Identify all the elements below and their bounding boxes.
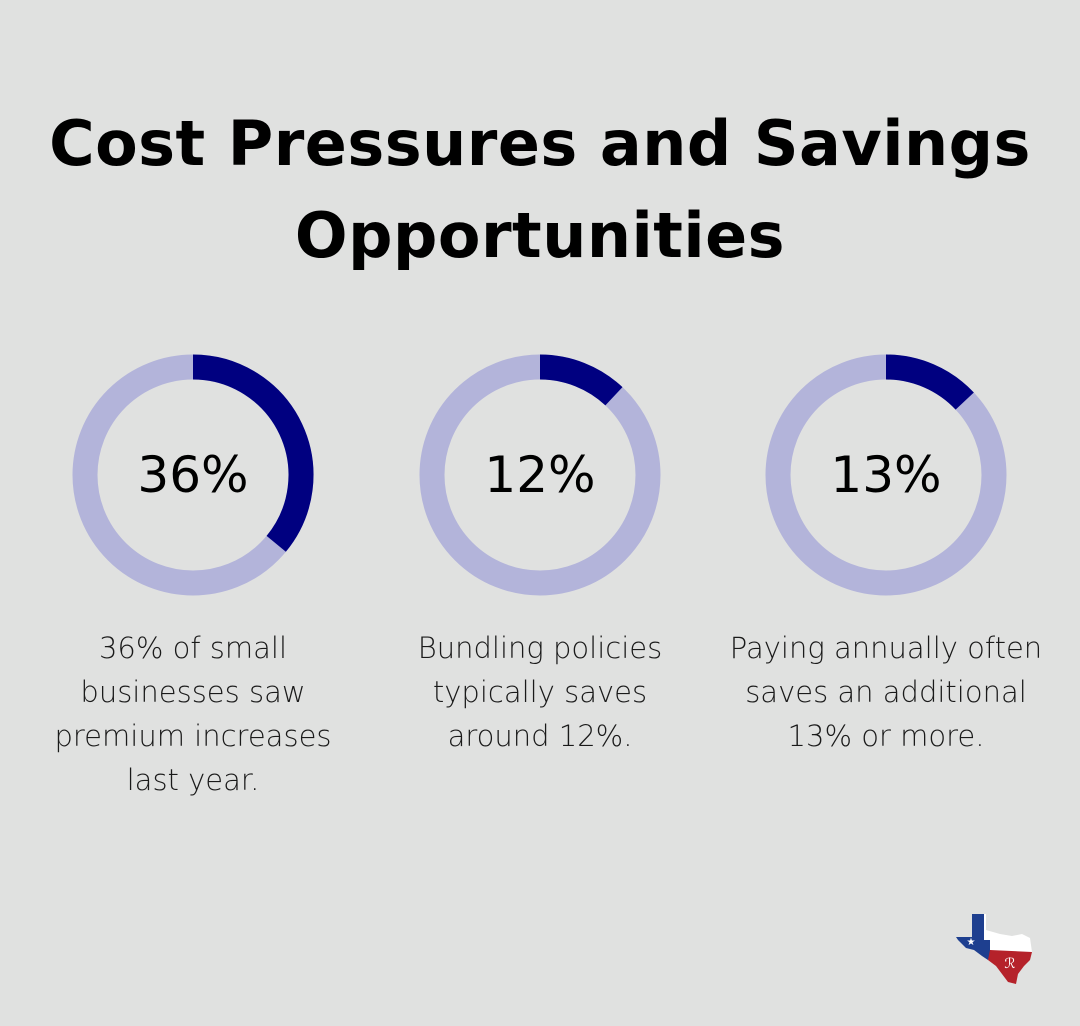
logo-red-part	[988, 950, 1032, 984]
donut-value-label: 12%	[484, 446, 595, 504]
logo-white-part	[984, 914, 1032, 952]
donut-value-arc	[885, 354, 974, 410]
donut-chart: 13%	[765, 354, 1007, 596]
logo-star: ★	[967, 937, 976, 948]
texas-map-logo-icon: ★ ℛ	[956, 914, 1032, 984]
donut-caption: Paying annually often saves an additiona…	[729, 631, 1043, 753]
donut-value-arc	[539, 354, 623, 406]
donut-item: 12% Bundling policies typically saves ar…	[380, 352, 700, 758]
donut-item: 13% Paying annually often saves an addit…	[726, 352, 1046, 758]
logo-blue-part	[956, 914, 992, 960]
page-title: Cost Pressures and Savings Opportunities	[49, 107, 1031, 272]
donut-chart: 36%	[72, 354, 314, 596]
logo-monogram: ℛ	[1004, 956, 1015, 972]
donut-value-label: 13%	[830, 446, 941, 504]
donut-caption: Bundling policies typically saves around…	[417, 631, 663, 753]
donut-item: 36% 36% of small businesses saw premium …	[33, 352, 353, 802]
donut-caption: 36% of small businesses saw premium incr…	[54, 631, 332, 797]
donut-value-label: 36%	[137, 446, 248, 504]
donut-value-arc	[192, 354, 314, 552]
donut-chart: 12%	[419, 354, 661, 596]
